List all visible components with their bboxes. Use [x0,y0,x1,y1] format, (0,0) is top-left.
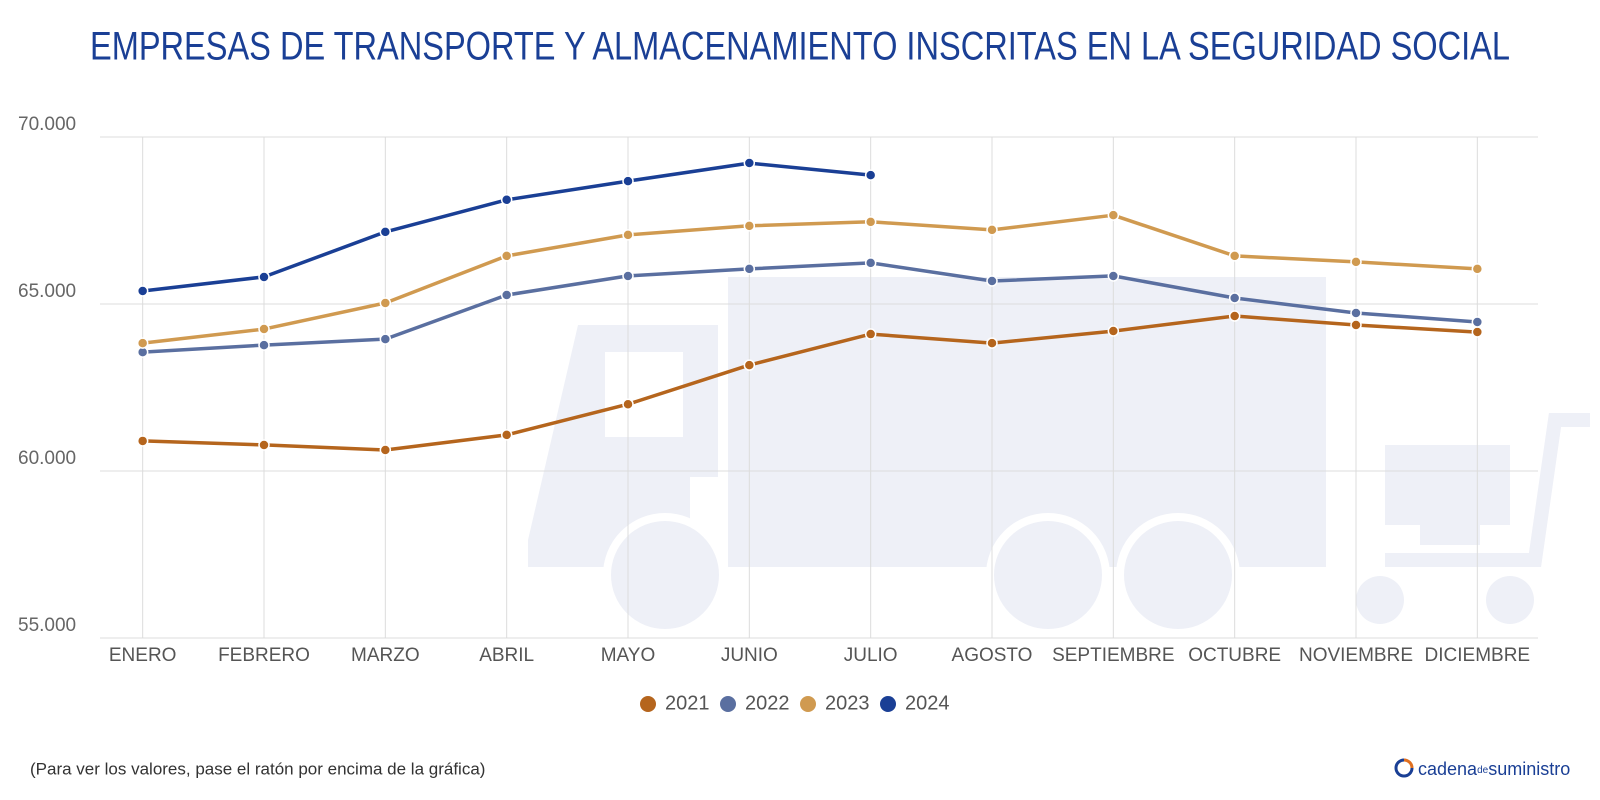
x-tick-label: DICIEMBRE [1425,645,1531,666]
legend-marker [640,696,656,712]
legend-marker [720,696,736,712]
y-tick-label: 55.000 [18,615,76,636]
legend-label: 2023 [825,692,870,714]
data-point [379,226,392,238]
legend: 2021 2022 2023 2024 [640,692,950,714]
data-point [500,429,513,441]
chart-title: EMPRESAS DE TRANSPORTE Y ALMACENAMIENTO … [90,25,1510,69]
x-tick-label: ABRIL [479,645,534,666]
data-point [136,435,149,447]
brand-logo: cadenadesuministro [1394,758,1570,779]
data-point [1471,316,1484,328]
data-point [743,263,756,275]
legend-marker [800,696,816,712]
data-point [136,337,149,349]
data-point [258,339,270,351]
data-point [864,328,877,340]
data-point [622,175,634,187]
legend-marker [880,696,896,712]
data-point [258,271,270,283]
logo-icon [1394,758,1414,778]
y-tick-label: 60.000 [18,448,76,469]
data-point [864,257,877,269]
data-point [1107,325,1120,337]
x-tick-label: AGOSTO [952,645,1033,666]
data-point [500,289,513,301]
data-point [1228,250,1241,262]
x-tick-label: SEPTIEMBRE [1052,645,1174,666]
footnote: (Para ver los valores, pase el ratón por… [30,759,485,778]
x-tick-label: OCTUBRE [1188,645,1281,666]
data-point [1471,263,1484,275]
x-tick-label: JUNIO [721,645,778,666]
x-tick-label: MARZO [351,645,420,666]
data-point [1350,319,1362,331]
plot-area: 55.000 60.000 65.000 70.000 ENERO FEBRERO MARZ… [18,114,1538,666]
data-point [1107,270,1120,282]
data-point [622,398,634,410]
data-point [379,297,392,309]
brand-part: cadena [1418,759,1478,779]
data-point [1228,292,1241,304]
data-point [864,216,877,228]
brand-text: cadenadesuministro [1418,759,1570,779]
data-point [864,169,877,181]
data-point [622,229,634,241]
x-tick-label: MAYO [601,645,656,666]
data-point [986,337,998,349]
data-point [1471,326,1484,338]
data-point [258,323,270,335]
data-point [500,250,513,262]
series-line [142,314,1478,452]
brand-part: suministro [1488,759,1570,779]
brand-part: de [1477,765,1489,776]
data-point [136,285,149,297]
data-point [500,194,513,206]
y-tick-label: 70.000 [18,114,76,135]
series-line [142,213,1478,345]
x-tick-label: NOVIEMBRE [1299,645,1413,666]
data-point [743,157,756,169]
data-point [743,220,756,232]
logo-icon-accent [1403,758,1414,769]
x-tick-label: JULIO [844,645,898,666]
data-point [986,275,998,287]
legend-label: 2022 [745,692,790,714]
data-point [622,270,634,282]
background-silhouette [528,277,1590,637]
y-tick-label: 65.000 [18,281,76,302]
data-point [1350,256,1362,268]
data-point [1350,307,1362,319]
data-point [1107,209,1120,221]
data-point [986,224,998,236]
legend-label: 2021 [665,692,710,714]
x-tick-label: FEBRERO [218,645,310,666]
series-line [142,261,1478,354]
x-tick-label: ENERO [109,645,177,666]
data-point [1228,310,1241,322]
legend-label: 2024 [905,692,950,714]
data-point [258,439,270,451]
data-point [743,359,756,371]
data-point [379,333,392,345]
data-point [379,444,392,456]
